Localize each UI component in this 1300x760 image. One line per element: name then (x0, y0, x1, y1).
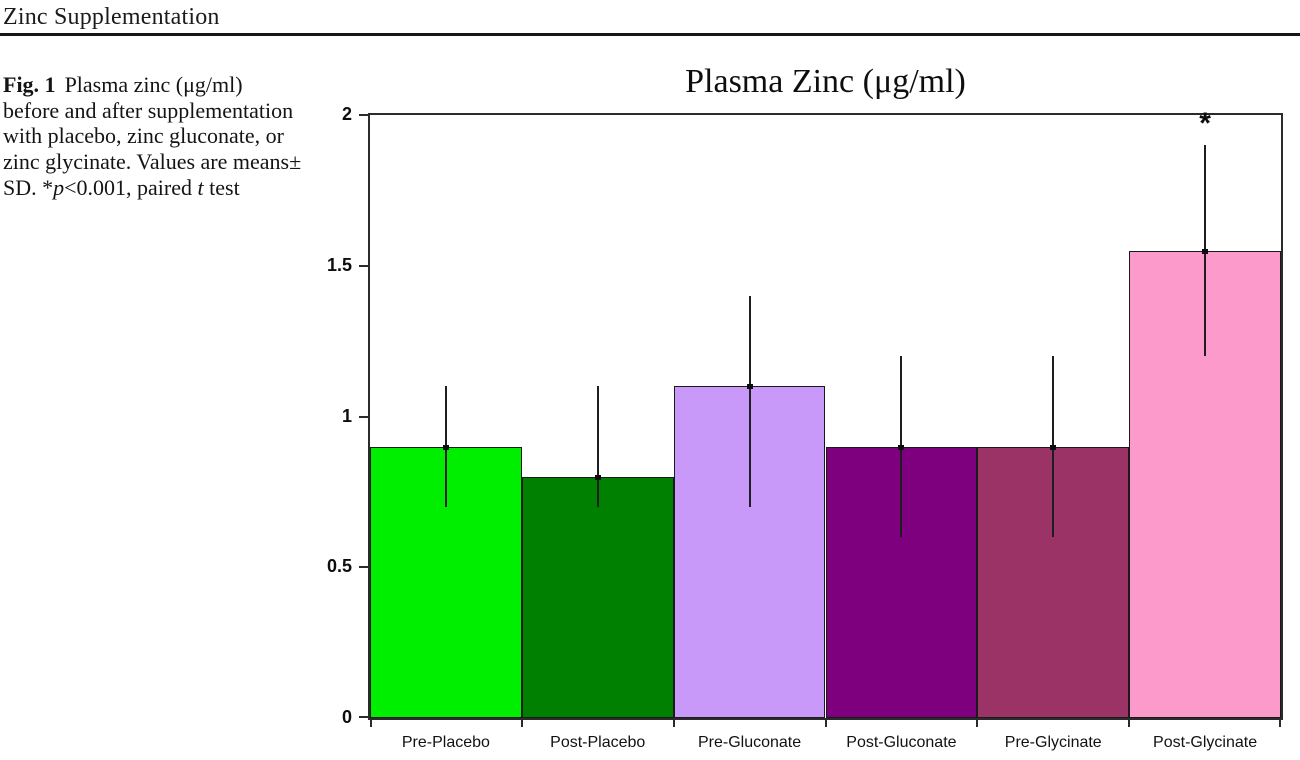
y-tick-label-0: 0 (341, 707, 352, 727)
x-tick-mark (1279, 720, 1281, 727)
y-tick-mark-2 (359, 114, 368, 116)
mean-marker-post-placebo (594, 474, 601, 480)
caption-body-2: <0.001, paired (64, 174, 198, 200)
y-tick-mark-0 (359, 716, 368, 718)
y-tick-mark-0-5 (359, 566, 368, 569)
error-bar-pre-gluconate (748, 295, 751, 507)
figure-caption: Fig. 1 Plasma zinc (μg/ml) before and aft… (3, 72, 303, 201)
significance-asterisk: * (1199, 107, 1211, 141)
chart-title: Plasma Zinc (μg/ml) (685, 63, 966, 100)
y-tick-label-1-5: 1.5 (326, 254, 352, 275)
plot-area: Plasma Zinc (μg/ml) Pre-Placebo Post-Plac… (327, 63, 1283, 751)
mean-marker-pre-gluconate (746, 384, 753, 390)
x-axis-label-post-placebo: Post-Placebo (550, 734, 646, 751)
x-axis-label-post-glycinate: Post-Glycinate (1153, 734, 1258, 751)
error-bar-post-placebo (596, 386, 599, 507)
caption-body-1: Plasma zinc (μg/ml) before and after sup… (3, 72, 302, 200)
x-tick-mark (370, 720, 372, 727)
x-axis-label-pre-placebo: Pre-Placebo (401, 734, 490, 751)
x-axis-label-post-gluconate: Post-Gluconate (846, 734, 957, 751)
x-axis-label-pre-gluconate: Pre-Gluconate (697, 734, 802, 751)
y-tick-mark-1 (359, 415, 368, 418)
caption-p-variable: p (53, 174, 65, 200)
mean-marker-pre-glycinate (1050, 444, 1057, 450)
running-head: Zinc Supplementation (3, 4, 220, 30)
caption-t-variable: t (197, 174, 204, 200)
mean-marker-post-gluconate (898, 444, 905, 450)
x-tick-mark (672, 720, 675, 727)
caption-body-3: test (203, 174, 240, 200)
mean-marker-pre-placebo (442, 444, 449, 450)
x-tick-mark (1128, 720, 1131, 727)
x-axis-label-pre-glycinate: Pre-Glycinate (1004, 734, 1102, 751)
bar-post-placebo (521, 476, 674, 718)
x-tick-mark (824, 720, 827, 727)
header-rule (0, 33, 1300, 36)
y-tick-label-1: 1 (341, 405, 352, 426)
figure-label: Fig. 1 (3, 72, 56, 97)
mean-marker-post-glycinate (1202, 248, 1209, 254)
y-tick-label-0-5: 0.5 (326, 556, 352, 577)
x-tick-mark (976, 720, 979, 727)
x-tick-mark (520, 720, 523, 727)
y-tick-label-2: 2 (341, 104, 352, 124)
y-tick-mark-1-5 (359, 264, 368, 267)
